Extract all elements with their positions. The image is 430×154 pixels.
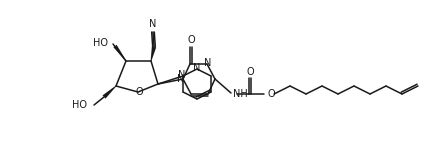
Polygon shape xyxy=(150,47,156,61)
Text: HO: HO xyxy=(72,100,87,110)
Text: O: O xyxy=(135,87,143,97)
Text: N: N xyxy=(149,19,157,29)
Text: O: O xyxy=(187,35,195,45)
Polygon shape xyxy=(102,86,116,99)
Text: N: N xyxy=(177,74,185,84)
Text: N: N xyxy=(178,70,186,80)
Text: N: N xyxy=(204,58,212,68)
Text: NH: NH xyxy=(233,89,248,99)
Text: N: N xyxy=(194,63,201,73)
Text: HO: HO xyxy=(93,38,108,48)
Text: O: O xyxy=(246,67,254,77)
Text: O: O xyxy=(267,89,275,99)
Polygon shape xyxy=(114,45,126,61)
